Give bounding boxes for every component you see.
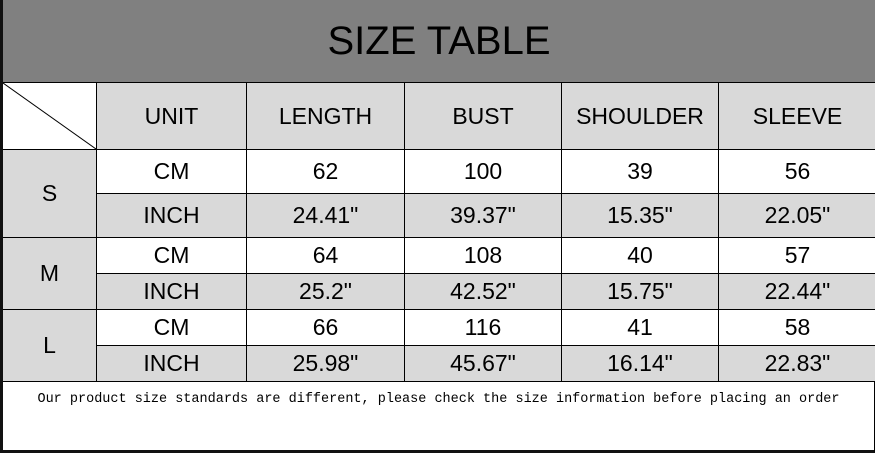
- size-row-l-cm: L CM 66 116 41 58: [0, 309, 875, 382]
- header-unit: UNIT: [96, 82, 247, 150]
- value-cell: 42.52": [404, 273, 562, 310]
- value-cell: 58: [718, 309, 875, 346]
- unit-cell: CM: [96, 149, 247, 194]
- value-cell: 16.14": [561, 345, 719, 382]
- value-cell: 62: [246, 149, 405, 194]
- value-cell: 116: [404, 309, 562, 346]
- size-table: UNIT LENGTH BUST SHOULDER SLEEVE S CM 62 10…: [0, 82, 875, 382]
- value-cell: 57: [718, 237, 875, 274]
- unit-cell: INCH: [96, 273, 247, 310]
- size-row-m-inch: INCH 25.2" 42.52" 15.75" 22.44": [2, 273, 875, 310]
- header-sleeve: SLEEVE: [718, 82, 875, 150]
- value-cell: 22.44": [718, 273, 875, 310]
- value-cell: 39: [561, 149, 719, 194]
- size-label: S: [0, 149, 97, 238]
- unit-cell: INCH: [96, 193, 247, 238]
- size-row-m-cm: M CM 64 108 40 57: [0, 237, 875, 310]
- corner-cell: [0, 82, 97, 150]
- size-row-s-cm: S CM 62 100 39 56: [0, 149, 875, 238]
- value-cell: 22.05": [718, 193, 875, 238]
- size-row-s-inch: INCH 24.41" 39.37" 15.35" 22.05": [2, 193, 875, 238]
- unit-cell: CM: [96, 309, 247, 346]
- header-bust: BUST: [404, 82, 562, 150]
- value-cell: 15.35": [561, 193, 719, 238]
- size-label: M: [0, 237, 97, 310]
- unit-cell: INCH: [96, 345, 247, 382]
- size-note: Our product size standards are different…: [0, 381, 875, 453]
- value-cell: 40: [561, 237, 719, 274]
- value-cell: 100: [404, 149, 562, 194]
- value-cell: 24.41": [246, 193, 405, 238]
- value-cell: 45.67": [404, 345, 562, 382]
- value-cell: 66: [246, 309, 405, 346]
- value-cell: 41: [561, 309, 719, 346]
- size-label: L: [0, 309, 97, 382]
- header-length: LENGTH: [246, 82, 405, 150]
- unit-cell: CM: [96, 237, 247, 274]
- value-cell: 15.75": [561, 273, 719, 310]
- value-cell: 39.37": [404, 193, 562, 238]
- value-cell: 25.98": [246, 345, 405, 382]
- value-cell: 22.83": [718, 345, 875, 382]
- value-cell: 25.2": [246, 273, 405, 310]
- value-cell: 64: [246, 237, 405, 274]
- value-cell: 56: [718, 149, 875, 194]
- page-title: SIZE TABLE: [0, 0, 875, 82]
- header-row: UNIT LENGTH BUST SHOULDER SLEEVE: [0, 82, 875, 150]
- header-shoulder: SHOULDER: [561, 82, 719, 150]
- value-cell: 108: [404, 237, 562, 274]
- size-row-l-inch: INCH 25.98" 45.67" 16.14" 22.83": [2, 345, 875, 382]
